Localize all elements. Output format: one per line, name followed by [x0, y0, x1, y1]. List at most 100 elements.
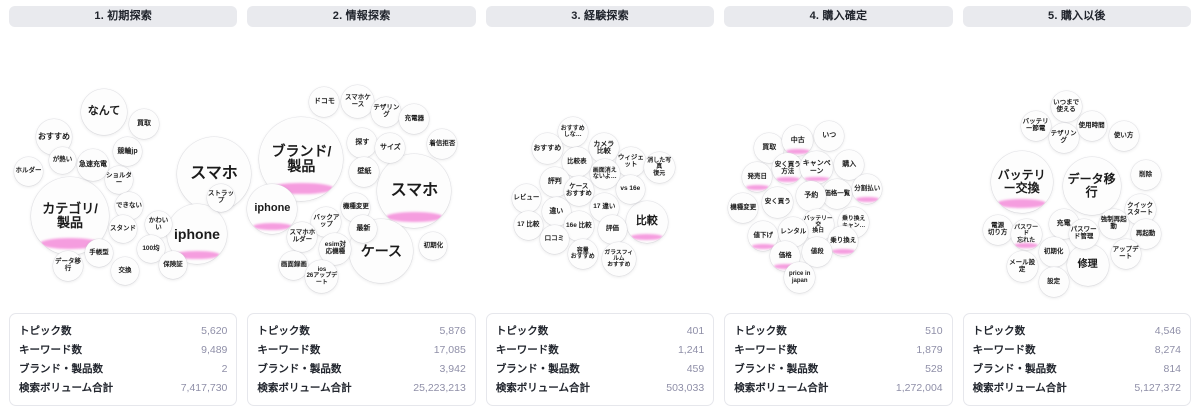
topic-bubble-label: 初期化 [423, 241, 444, 249]
topic-bubble[interactable]: vs 16e [615, 175, 645, 204]
topic-bubble[interactable]: かわいい [145, 211, 172, 238]
topic-bubble[interactable]: ios 26アップデート [305, 260, 339, 293]
stage-header-3[interactable]: 3. 経験探索 [485, 6, 715, 27]
topic-bubble[interactable]: パスワード 忘れた [1010, 219, 1042, 250]
topic-bubble[interactable]: ケース おすすめ [563, 176, 594, 206]
topic-bubble[interactable]: が熱い [49, 147, 76, 174]
topic-bubble[interactable]: おすすめ [531, 133, 563, 164]
topic-bubble[interactable]: 画面消え ないよ… [589, 159, 620, 189]
topic-bubble[interactable]: バッテリ ー節電 [1020, 111, 1051, 141]
topic-bubble[interactable]: バッテリ ー交換 [990, 151, 1053, 213]
topic-bubble[interactable]: 保険証 [159, 251, 187, 279]
topic-bubble[interactable]: おすすめ しな… [557, 117, 588, 147]
topic-bubble[interactable]: 予約 [796, 181, 827, 211]
topic-bubble[interactable]: 画面録画 [279, 251, 309, 280]
topic-bubble[interactable]: 安く買う [762, 187, 794, 218]
topic-bubble[interactable]: カテゴリ/製品 [31, 177, 109, 255]
topic-bubble[interactable]: 修理 [1066, 244, 1109, 286]
stage-header-1[interactable]: 1. 初期探索 [9, 6, 238, 27]
topic-bubble[interactable]: スマホホ ルダー [287, 222, 318, 252]
topic-bubble[interactable]: 使用時間 [1076, 111, 1107, 141]
topic-bubble[interactable]: 価格一覧 [822, 179, 853, 209]
topic-bubble[interactable]: 初期化 [419, 232, 448, 260]
topic-bubble[interactable]: アップデ ート [1110, 239, 1141, 269]
topic-bubble-label: バッテリ ー節電 [1022, 118, 1049, 132]
topic-bubble[interactable]: スマホケ ース [341, 85, 375, 118]
bubble-chart-2: ブランド/製品 スマホ ケース iphone ドコモ スマホケ ース テザリング充電器 探す サイ… [247, 29, 475, 309]
topic-bubble[interactable]: 競輪jp [113, 137, 142, 166]
topic-bubble[interactable]: 消した写真 復元 [643, 152, 675, 183]
stage-header-5[interactable]: 5. 購入以後 [962, 6, 1192, 27]
stage-header-4[interactable]: 4. 購入確定 [724, 6, 953, 27]
topic-bubble[interactable]: パスワー ド管理 [1068, 219, 1099, 249]
topic-bubble[interactable]: いつ [814, 121, 845, 151]
topic-bubble[interactable]: 強制再起動 [1098, 209, 1129, 239]
topic-bubble[interactable]: price in japan [784, 262, 816, 293]
topic-bubble[interactable]: 分割払い [852, 174, 883, 204]
topic-bubble-label: サイズ [380, 144, 401, 152]
topic-bubble[interactable]: 手帳型 [85, 239, 113, 267]
topic-bubble[interactable]: 充電器 [399, 104, 430, 134]
topic-bubble[interactable]: 壁紙 [349, 157, 380, 187]
topic-bubble[interactable]: 中古 [782, 125, 814, 156]
stage-header-2[interactable]: 2. 情報探索 [247, 6, 476, 27]
topic-bubble[interactable]: テザリング [371, 97, 402, 127]
topic-bubble[interactable]: 使い方 [1108, 121, 1139, 151]
topic-bubble[interactable]: 発売日 [742, 162, 773, 192]
topic-bubble[interactable]: 電源 切り方 [982, 215, 1013, 245]
stat-value: 401 [686, 325, 705, 337]
topic-bubble[interactable]: ストラップ [207, 184, 235, 212]
topic-bubble[interactable]: 買取 [129, 109, 159, 139]
topic-bubble[interactable]: いつまで 使える [1050, 91, 1082, 122]
topic-bubble[interactable]: サイズ [375, 133, 406, 163]
topic-bubble-label: スマホホ ルダー [289, 229, 316, 243]
topic-bubble[interactable]: なんて [81, 89, 127, 135]
topic-bubble[interactable]: データ移行 [1062, 157, 1121, 215]
topic-bubble[interactable]: 乗り換え [828, 226, 859, 256]
topic-bubble[interactable]: 探す [347, 128, 378, 158]
topic-bubble[interactable]: 機種変更 [728, 193, 759, 223]
topic-bubble[interactable]: 初期化 [1038, 237, 1069, 267]
topic-bubble[interactable]: ガラスフィルム おすすめ [601, 242, 636, 276]
stat-label: トピック数 [734, 325, 787, 337]
topic-bubble[interactable]: レビュー [511, 184, 541, 213]
topic-bubble[interactable]: 違い [541, 197, 571, 226]
topic-bubble-label: ストラップ [208, 190, 234, 204]
topic-bubble[interactable]: 17 比較 [513, 211, 543, 240]
topic-bubble[interactable]: 16e 比較 [563, 211, 594, 241]
topic-bubble[interactable]: カメラ 比較 [588, 133, 619, 163]
topic-bubble[interactable]: ショルダー [105, 166, 133, 194]
topic-bubble[interactable]: 値段 [802, 237, 833, 267]
topic-bubble[interactable]: スマホ [377, 154, 452, 228]
topic-bubble-label: 消した写真 復元 [647, 158, 672, 177]
topic-bubble[interactable]: esim対 応機種 [319, 233, 352, 265]
topic-bubble[interactable]: ウィジェ ット [615, 147, 646, 177]
topic-bubble[interactable]: 評価 [597, 215, 627, 244]
topic-bubble[interactable]: 交換 [111, 257, 139, 285]
topic-bubble[interactable]: 比較 [625, 201, 668, 243]
topic-bubble-label: ブランド/製品 [271, 143, 332, 174]
topic-bubble[interactable]: 削除 [1130, 160, 1161, 190]
topic-bubble[interactable]: 安く買う 方法 [772, 153, 804, 184]
topic-bubble-label: ガラスフィルム おすすめ [604, 249, 634, 269]
topic-bubble[interactable]: 口コミ [539, 225, 569, 254]
topic-bubble[interactable]: 容量 おすすめ [567, 239, 598, 269]
topic-bubble-label: 最新 [356, 225, 371, 233]
stat-row: 検索ボリューム合計 5,127,372 [973, 378, 1181, 397]
topic-bubble-label: テザリング [373, 104, 400, 118]
stat-value: 5,127,372 [1134, 382, 1182, 394]
topic-bubble[interactable]: キャンペ ーン [800, 151, 834, 184]
topic-bubble[interactable]: ホルダー [14, 157, 43, 186]
topic-bubble[interactable]: 急速充電 [77, 149, 109, 181]
topic-bubble[interactable]: ドコモ [309, 87, 340, 117]
topic-bubble[interactable]: スタンド [109, 215, 137, 243]
topic-bubble[interactable]: テザリング [1048, 123, 1079, 153]
topic-bubble-label: 予約 [804, 192, 819, 200]
topic-bubble[interactable]: 着信拒否 [427, 129, 458, 159]
bubble-chart-3: 比較 おすすめ しな… おすすめ カメラ 比較 ウィジェ ット 比較表 消した写真 復元 画面消え ない… [486, 29, 714, 309]
topic-bubble[interactable]: iphone [247, 184, 298, 234]
topic-bubble[interactable]: 設定 [1038, 267, 1069, 297]
topic-bubble[interactable]: 最新 [349, 215, 378, 243]
topic-bubble[interactable]: データ移行 [53, 251, 83, 281]
topic-bubble[interactable]: メール設定 [1006, 251, 1038, 282]
